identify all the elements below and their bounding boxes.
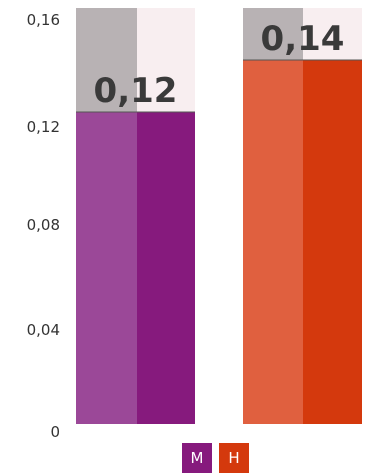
bar-background-left <box>243 8 303 60</box>
bar-fill-right <box>303 60 362 424</box>
y-tick-label: 0,08 <box>27 216 60 234</box>
legend-label-m: M <box>190 449 204 467</box>
legend-item-m: M <box>182 443 212 473</box>
bar-background-right <box>303 8 362 60</box>
y-tick-label: 0,04 <box>27 321 60 339</box>
y-tick-label: 0,16 <box>27 11 60 29</box>
bar-background-right <box>137 8 195 112</box>
bar-fill-left <box>76 112 137 424</box>
bar-fill-left <box>243 60 303 424</box>
y-tick-label: 0 <box>50 423 60 441</box>
legend-item-h: H <box>219 443 249 473</box>
y-tick-label: 0,12 <box>27 118 60 136</box>
bar-fill-right <box>137 112 195 424</box>
bar-value-label: 0,12 <box>94 71 178 111</box>
bar-background-left <box>76 8 137 112</box>
y-axis: 0 0,04 0,08 0,12 0,16 <box>27 11 60 441</box>
bars-group <box>76 8 362 424</box>
legend-label-h: H <box>228 449 240 467</box>
bar-value-label: 0,14 <box>261 19 345 59</box>
value-labels: 0,12 0,14 <box>94 19 345 111</box>
